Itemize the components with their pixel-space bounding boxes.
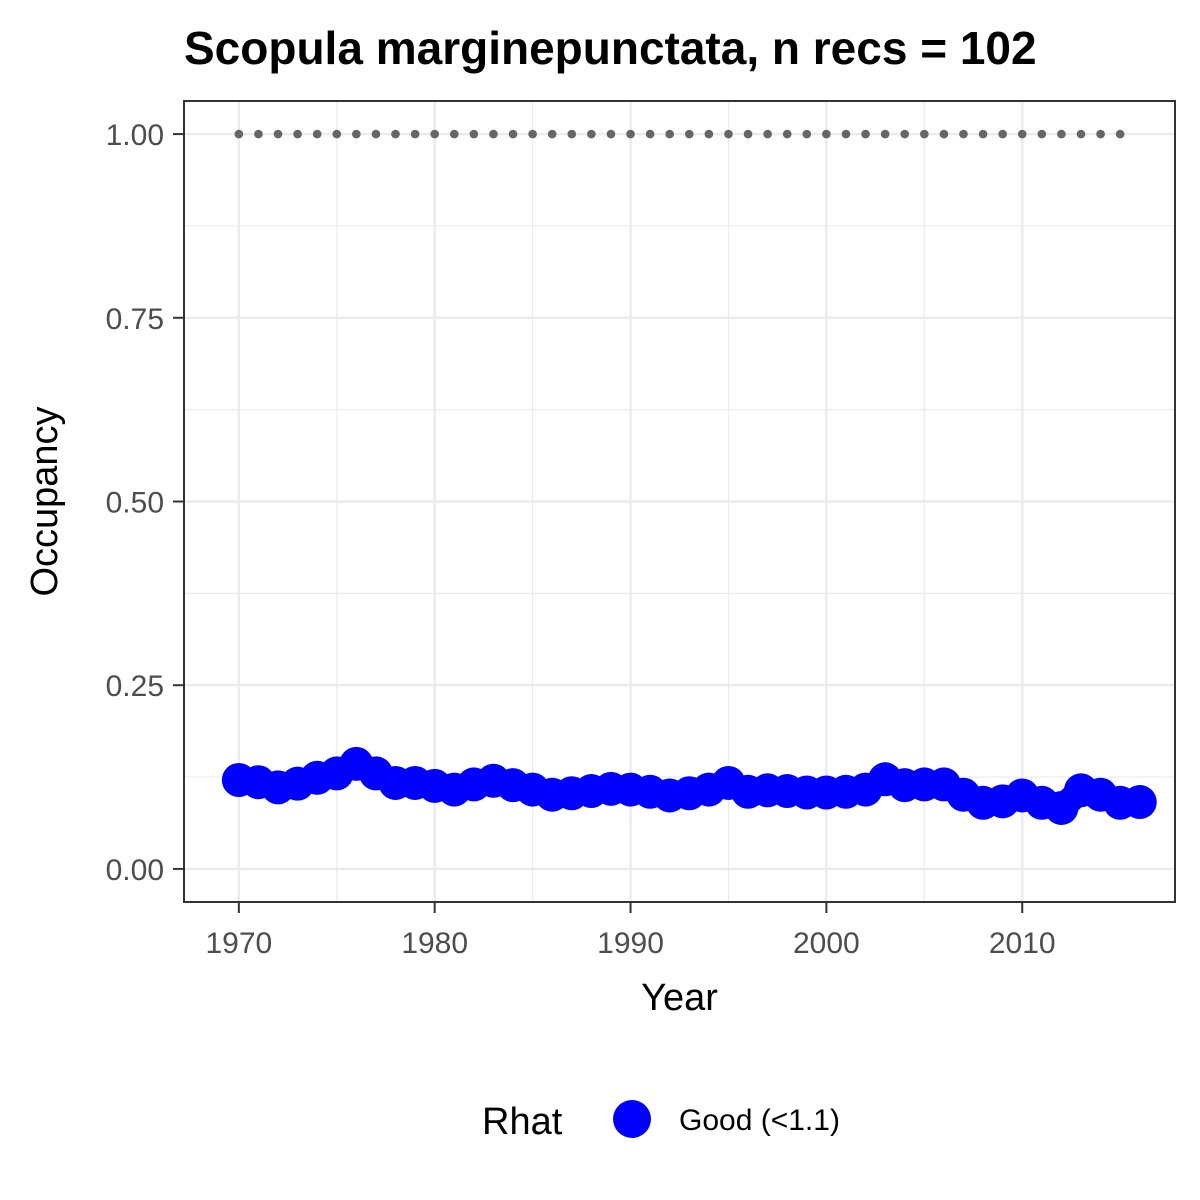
reference-line-dot	[802, 129, 812, 139]
major-gridlines	[184, 101, 1175, 902]
x-tick-label: 1990	[597, 927, 664, 960]
x-axis: 1970 1980 1990 2000 2010	[205, 902, 1056, 960]
reference-line-dot	[704, 129, 714, 139]
series-layer	[221, 129, 1157, 825]
reference-line-dot	[626, 129, 635, 139]
reference-line-dot	[332, 129, 342, 139]
x-axis-title: Year	[641, 977, 718, 1019]
y-axis-title: Occupancy	[24, 406, 66, 596]
reference-line-dot	[567, 129, 577, 139]
reference-line-dot	[998, 129, 1007, 139]
y-axis: 0.00 0.25 0.50 0.75 1.00	[106, 119, 184, 887]
x-tick-label: 1980	[401, 927, 468, 960]
reference-line-dot	[920, 129, 929, 139]
reference-line-dot	[449, 129, 459, 139]
y-tick-label: 0.50	[106, 487, 164, 520]
reference-line-dot	[1096, 129, 1105, 139]
reference-line-dot	[1115, 129, 1125, 139]
reference-line-dot	[234, 129, 244, 139]
reference-line-dot	[1057, 129, 1066, 139]
reference-line-dot	[1076, 129, 1086, 139]
reference-line-dot	[547, 129, 557, 139]
reference-line-dot	[1037, 129, 1047, 139]
legend: Rhat Good (<1.1)	[482, 1100, 840, 1143]
reference-line-dot	[587, 129, 596, 139]
reference-line-dot	[489, 129, 498, 139]
reference-line-dot	[900, 129, 910, 139]
reference-line-dot	[312, 129, 322, 139]
reference-line-dot	[293, 129, 302, 139]
reference-line-dot	[861, 129, 870, 139]
legend-label-good: Good (<1.1)	[679, 1104, 840, 1137]
reference-line-dot	[469, 129, 479, 139]
reference-line-dot	[606, 129, 616, 139]
reference-line-dot	[763, 129, 772, 139]
reference-line-dot	[782, 129, 792, 139]
occupancy-point	[1122, 785, 1157, 820]
reference-line-dot	[1017, 129, 1027, 139]
reference-line-dot	[273, 129, 283, 139]
reference-line-dot	[880, 129, 890, 139]
x-tick-label: 1970	[205, 927, 272, 960]
reference-line-dot	[430, 129, 439, 139]
legend-key-good	[613, 1100, 651, 1138]
reference-line-dot	[939, 129, 949, 139]
reference-line-dot	[371, 129, 381, 139]
reference-line-dot	[254, 129, 263, 139]
y-tick-label: 0.75	[106, 303, 164, 336]
reference-line-dot	[665, 129, 675, 139]
reference-line-dot	[410, 129, 420, 139]
reference-line-dot	[645, 129, 655, 139]
chart-title: Scopula marginepunctata, n recs = 102	[184, 22, 1037, 74]
reference-line-dot	[724, 129, 733, 139]
x-tick-label: 2000	[793, 927, 860, 960]
reference-line-dot	[959, 129, 968, 139]
reference-line-dot	[684, 129, 694, 139]
reference-line-dot	[743, 129, 753, 139]
reference-line-dot	[822, 129, 831, 139]
reference-line-dot	[508, 129, 518, 139]
reference-line-dot	[978, 129, 988, 139]
reference-line-dot	[841, 129, 851, 139]
y-tick-label: 0.25	[106, 670, 164, 703]
x-tick-label: 2010	[989, 927, 1056, 960]
y-tick-label: 1.00	[106, 119, 164, 152]
reference-line-dot	[528, 129, 537, 139]
reference-line-dot	[352, 129, 361, 139]
legend-title: Rhat	[482, 1101, 563, 1143]
y-tick-label: 0.00	[106, 854, 164, 887]
reference-line-dot	[391, 129, 400, 139]
